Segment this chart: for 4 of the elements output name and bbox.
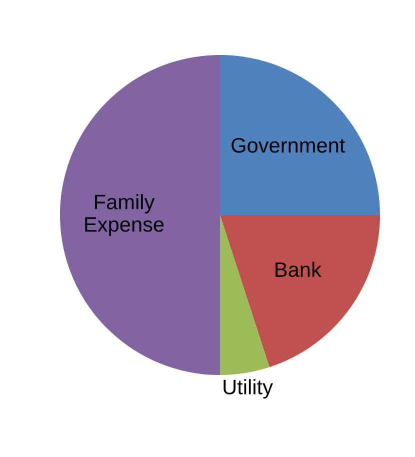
slice-label: Family Expense — [85, 194, 164, 236]
slice-label: Government — [232, 138, 346, 153]
slice-label: Bank — [276, 262, 322, 278]
slice-label: Utility — [224, 379, 273, 399]
